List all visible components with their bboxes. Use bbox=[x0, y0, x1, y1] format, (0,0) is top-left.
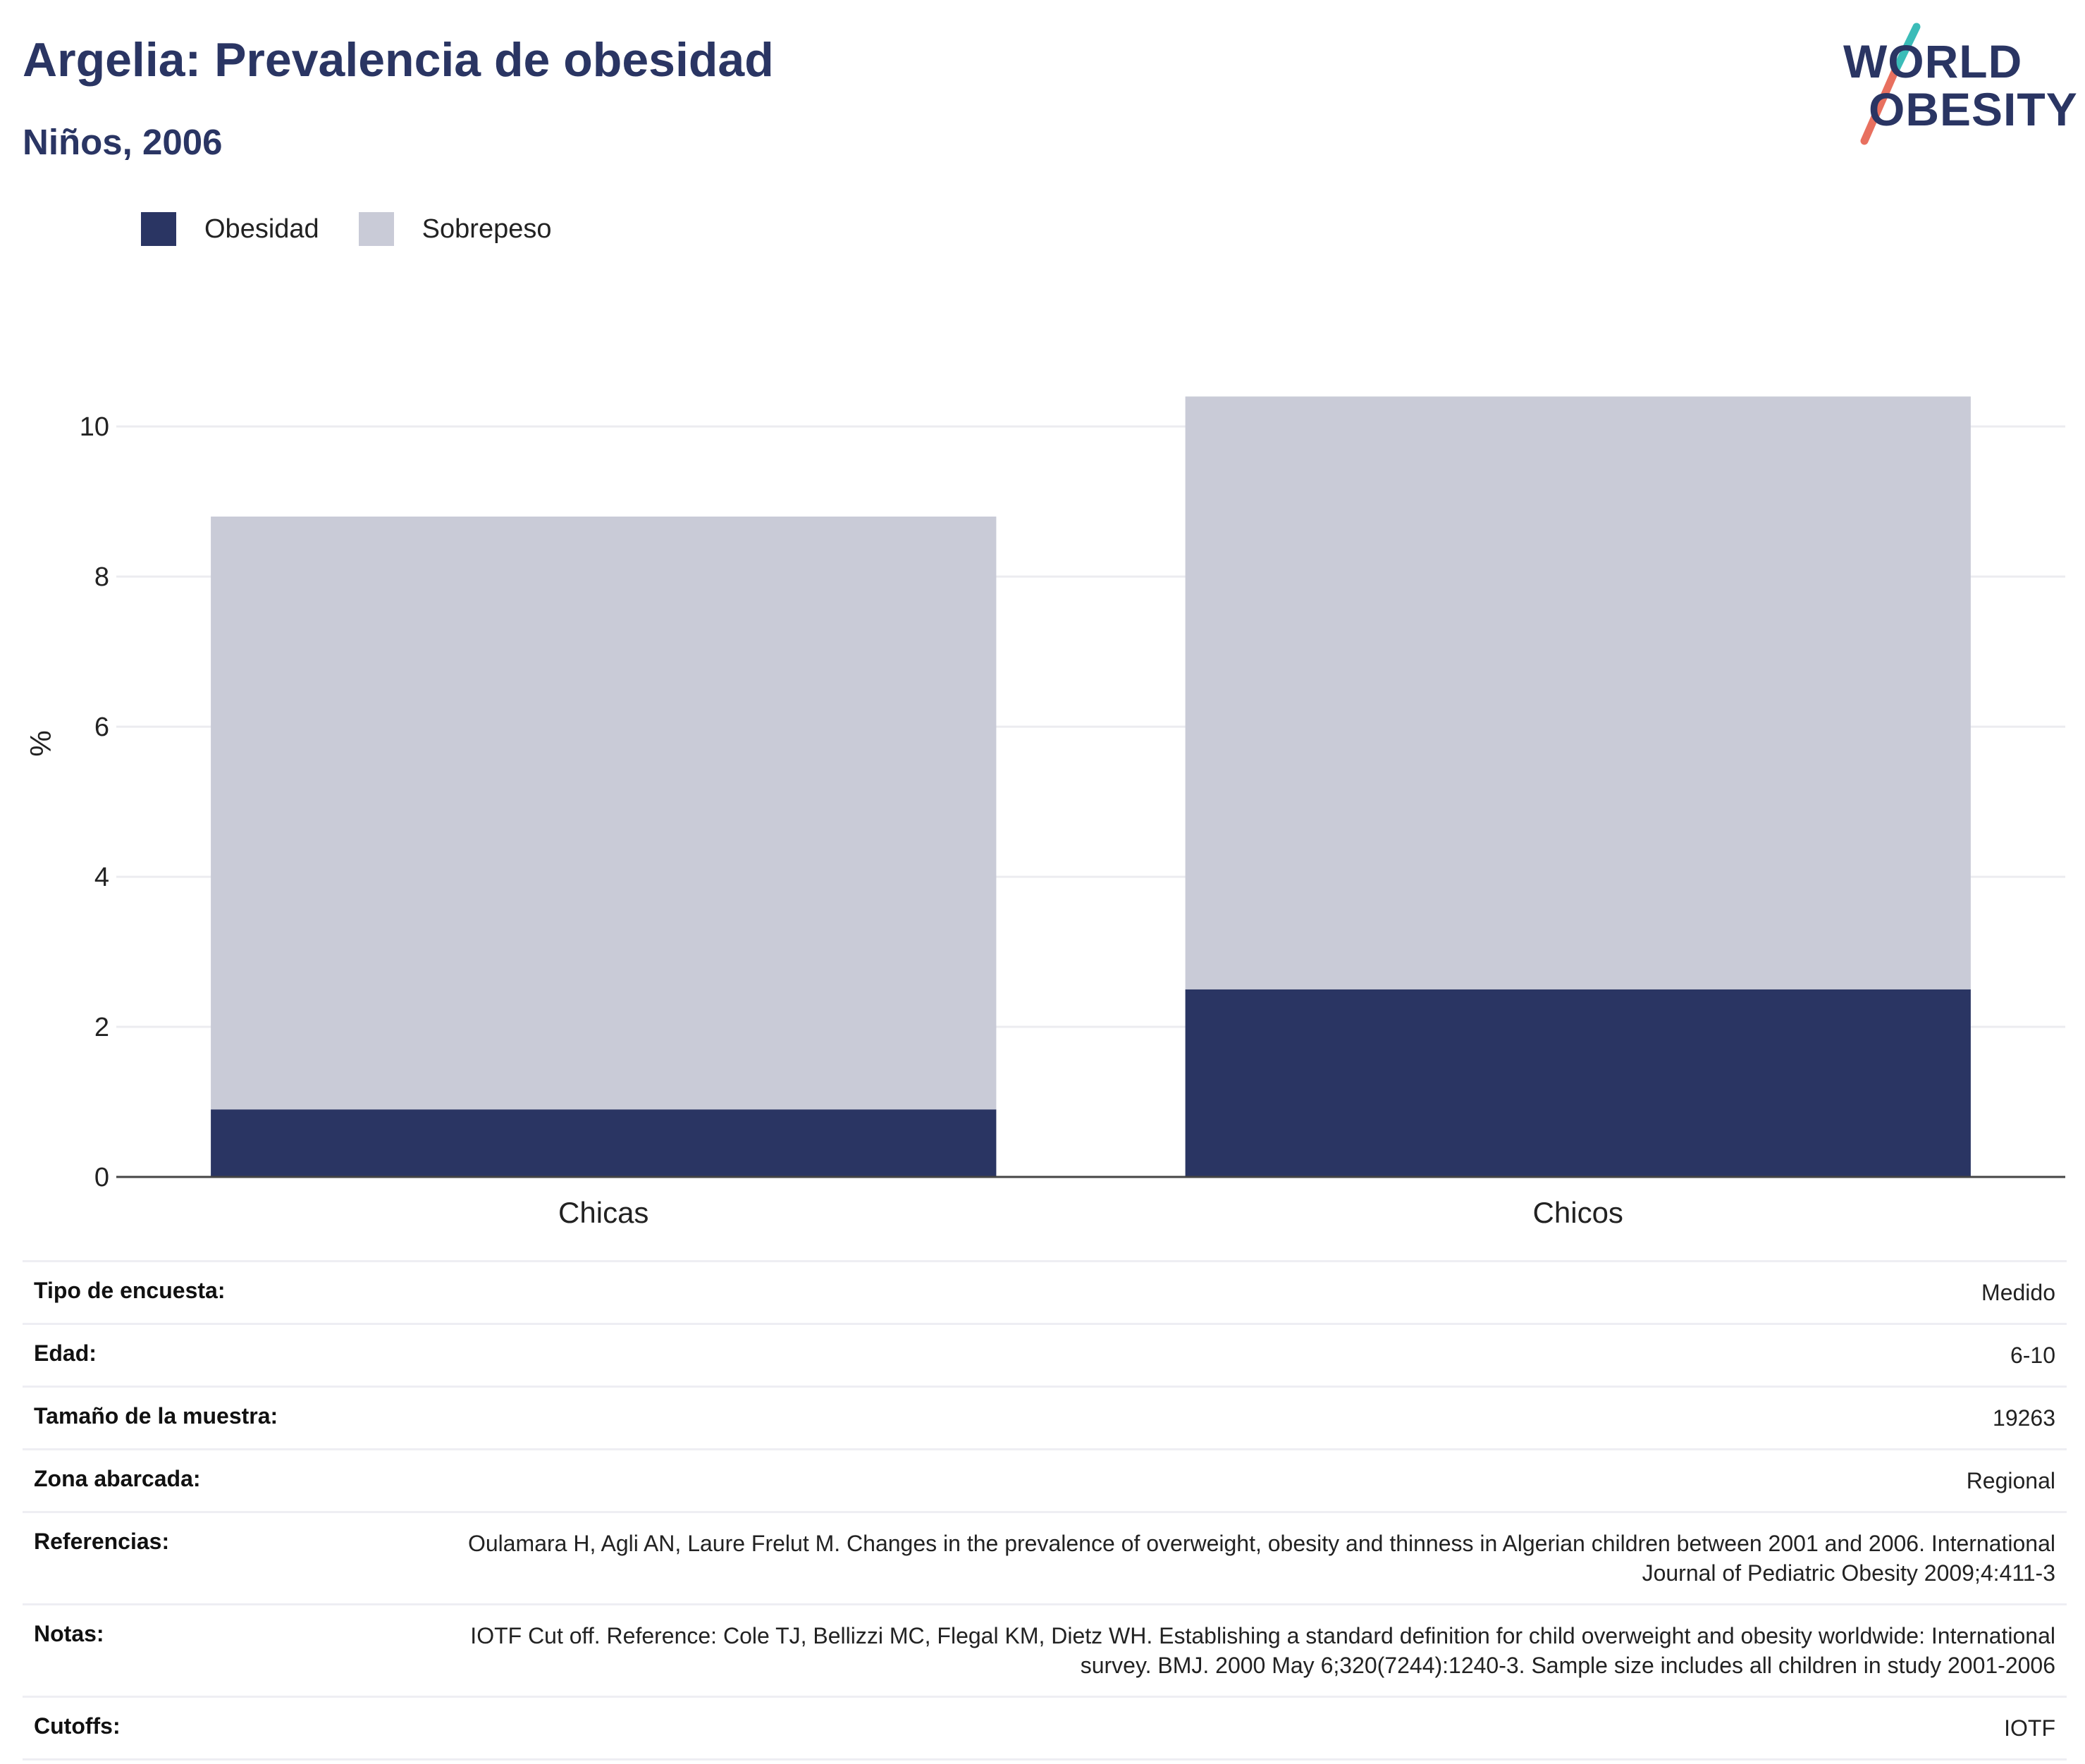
metadata-label: Notas: bbox=[34, 1621, 104, 1646]
survey-metadata-table: Tipo de encuesta: Medido Edad: 6-10 Tamaño d… bbox=[23, 1260, 2067, 1760]
bar-sobrepeso-chicas[interactable] bbox=[211, 516, 997, 1110]
metadata-label: Cutoffs: bbox=[34, 1713, 121, 1739]
stacked-bar-chart: 0 2 4 6 8 10 Chicas Chicos% bbox=[24, 396, 2065, 1229]
y-tick-label: 0 bbox=[94, 1163, 109, 1192]
y-tick-label: 10 bbox=[80, 412, 109, 442]
metadata-row: Tamaño de la muestra: 19263 bbox=[23, 1388, 2067, 1450]
y-tick-label: 4 bbox=[94, 863, 109, 892]
metadata-row: Edad: 6-10 bbox=[23, 1325, 2067, 1388]
metadata-row: Cutoffs: IOTF bbox=[23, 1698, 2067, 1760]
metadata-label: Zona abarcada: bbox=[34, 1466, 201, 1491]
bar-sobrepeso-chicos[interactable] bbox=[1185, 396, 1971, 989]
metadata-value: IOTF bbox=[2004, 1715, 2055, 1741]
legend-label-sobrepeso: Sobrepeso bbox=[422, 214, 552, 244]
y-tick-label: 6 bbox=[94, 713, 109, 742]
metadata-row: Referencias: Oulamara H, Agli AN, Laure F… bbox=[23, 1513, 2067, 1605]
legend-item-sobrepeso[interactable]: Sobrepeso bbox=[358, 212, 552, 246]
metadata-label: Tamaño de la muestra: bbox=[34, 1403, 278, 1429]
metadata-value: IOTF Cut off. Reference: Cole TJ, Belliz… bbox=[470, 1623, 2055, 1678]
metadata-label: Referencias: bbox=[34, 1529, 170, 1554]
logo-word-obesity: OBESITY bbox=[1869, 83, 2078, 135]
y-axis-title: % bbox=[24, 730, 57, 756]
bar-obesidad-chicos[interactable] bbox=[1185, 989, 1971, 1177]
metadata-label: Edad: bbox=[34, 1340, 97, 1366]
chart-legend: Obesidad Sobrepeso bbox=[141, 210, 591, 248]
legend-label-obesidad: Obesidad bbox=[204, 214, 319, 244]
metadata-row: Zona abarcada: Regional bbox=[23, 1450, 2067, 1513]
metadata-value: Regional bbox=[1966, 1468, 2055, 1493]
y-tick-label: 2 bbox=[94, 1013, 109, 1042]
metadata-value: Oulamara H, Agli AN, Laure Frelut M. Cha… bbox=[467, 1531, 2055, 1586]
legend-swatch-sobrepeso bbox=[358, 212, 394, 246]
y-tick-label: 8 bbox=[94, 562, 109, 592]
x-category-label: Chicas bbox=[558, 1196, 648, 1229]
metadata-value: 19263 bbox=[1993, 1405, 2055, 1431]
legend-swatch-obesidad bbox=[141, 212, 176, 246]
chart-title: Argelia: Prevalencia de obesidad bbox=[23, 33, 774, 87]
x-category-label: Chicos bbox=[1533, 1196, 1623, 1229]
bar-obesidad-chicas[interactable] bbox=[211, 1109, 997, 1177]
metadata-label: Tipo de encuesta: bbox=[34, 1278, 226, 1303]
logo-slash-icon bbox=[1860, 23, 1921, 145]
metadata-row: Notas: IOTF Cut off. Reference: Cole TJ, … bbox=[23, 1605, 2067, 1698]
chart-subtitle: Niños, 2006 bbox=[23, 122, 223, 162]
metadata-value: 6-10 bbox=[2010, 1343, 2055, 1368]
world-obesity-logo: WORLD OBESITY bbox=[1843, 21, 2077, 148]
metadata-row: Tipo de encuesta: Medido bbox=[23, 1262, 2067, 1325]
metadata-value: Medido bbox=[1981, 1280, 2055, 1305]
legend-item-obesidad[interactable]: Obesidad bbox=[141, 212, 319, 246]
logo-word-world: WORLD bbox=[1843, 35, 2023, 87]
